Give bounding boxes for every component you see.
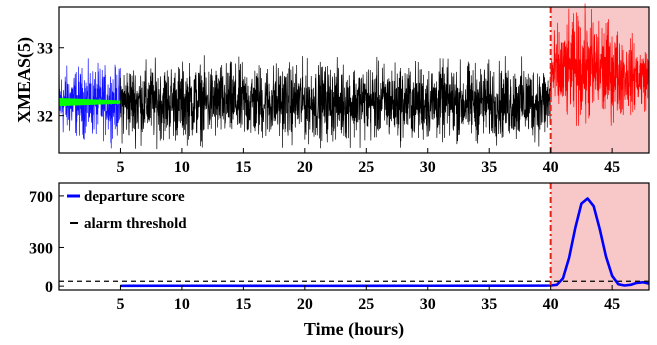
top-xtick-label: 15: [235, 159, 251, 176]
legend: departure score alarm threshold: [67, 189, 187, 232]
bottom-plot-frame: [58, 182, 650, 291]
bottom-xtick-label: 35: [481, 296, 497, 313]
top-xtick-label: 10: [174, 159, 190, 176]
top-series-faulty: [550, 3, 650, 126]
top-y-axis-label: XMEAS(5): [14, 37, 35, 123]
bottom-series-departure-score: [120, 197, 650, 288]
bottom-xtick-label: 30: [420, 296, 436, 313]
bottom-ytick-label: 700: [29, 189, 53, 206]
top-xtick-label: 25: [358, 159, 374, 176]
bottom-xtick-label: 15: [235, 296, 251, 313]
bottom-xtick-label: 25: [358, 296, 374, 313]
bottom-xtick-label: 5: [116, 296, 124, 313]
bottom-x-axis-label: Time (hours): [304, 319, 404, 340]
bottom-fault-region: [550, 183, 649, 290]
bottom-ytick-label: 300: [29, 240, 53, 257]
top-ytick-label: 33: [37, 41, 53, 58]
bottom-xtick-label: 10: [174, 296, 190, 313]
bottom-panel: 0 300 700 5 10 15 20 25 30 35 40 45 departure scor…: [29, 182, 650, 340]
legend-alarm-threshold-label: alarm threshold: [84, 216, 187, 232]
top-series-normal: [120, 55, 551, 150]
bottom-xtick-label: 20: [297, 296, 313, 313]
top-xtick-label: 30: [420, 159, 436, 176]
top-xtick-label: 5: [116, 159, 124, 176]
top-series-initial-mean: [58, 97, 121, 107]
top-xtick-label: 40: [543, 159, 559, 176]
top-ytick-label: 32: [37, 109, 53, 126]
top-xtick-label: 20: [297, 159, 313, 176]
bottom-xtick-label: 45: [604, 296, 620, 313]
top-plot-frame: [58, 6, 650, 154]
top-xtick-label: 45: [604, 159, 620, 176]
legend-departure-score-label: departure score: [84, 189, 185, 205]
top-xtick-label: 35: [481, 159, 497, 176]
top-panel: 32 33 5 10 15 20 25 30 35 40 45 XMEAS(5): [14, 3, 650, 176]
bottom-xtick-label: 40: [543, 296, 559, 313]
bottom-ytick-label: 0: [45, 279, 53, 296]
